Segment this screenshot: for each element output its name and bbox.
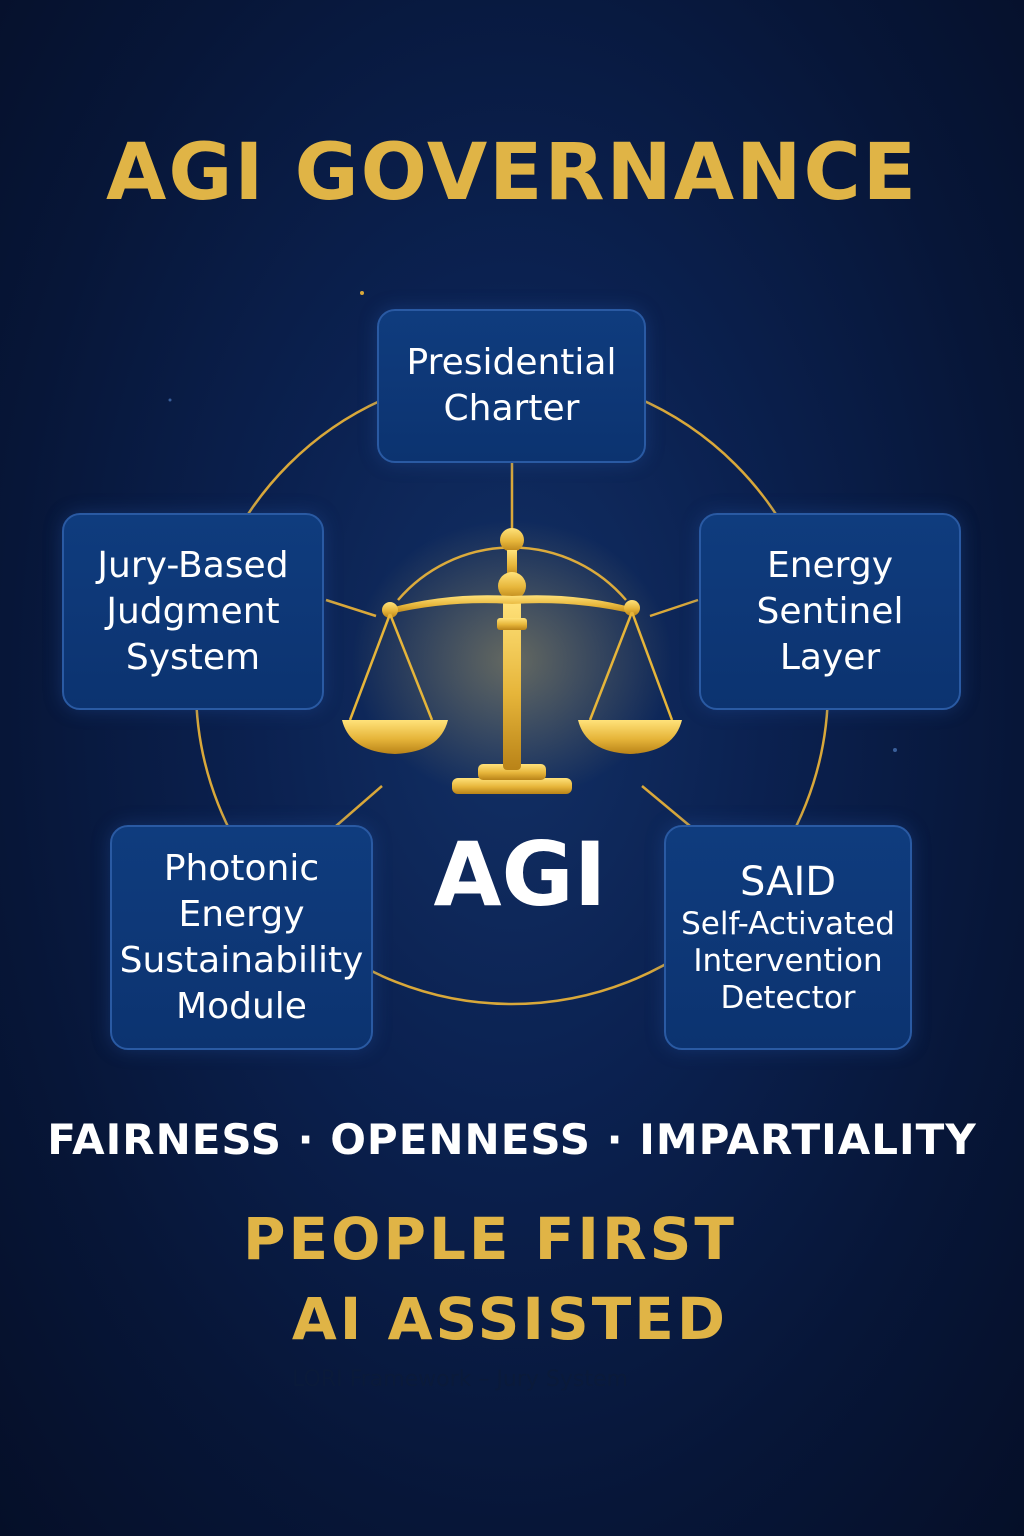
module-energy-sentinel: Energy Sentinel Layer — [699, 513, 961, 710]
motto-line-2: AI ASSISTED — [291, 1285, 729, 1353]
module-presidential-charter: Presidential Charter — [377, 309, 646, 463]
module-label: Energy Sentinel Layer — [756, 544, 904, 678]
module-jury-based-judgment: Jury-Based Judgment System — [62, 513, 324, 710]
module-label: Photonic Energy Sustainability Module — [119, 847, 364, 1027]
scales-of-justice-icon — [342, 520, 682, 800]
module-photonic-energy: Photonic Energy Sustainability Module — [110, 825, 373, 1050]
footer-text: LORI Framework – Jury System — [292, 1367, 628, 1392]
connector-bottom-left — [335, 785, 383, 827]
said-title: SAID — [739, 859, 837, 905]
module-said: SAID Self-Activated Intervention Detecto… — [664, 825, 912, 1050]
motto-line-1: PEOPLE FIRST — [243, 1205, 737, 1273]
connector-bottom-right — [641, 785, 691, 827]
center-label: AGI — [433, 823, 607, 926]
said-subtitle: Self-Activated Intervention Detector — [681, 906, 895, 1016]
page-title: AGI GOVERNANCE — [106, 128, 918, 218]
module-label: Jury-Based Judgment System — [97, 544, 289, 678]
module-label: Presidential Charter — [406, 342, 617, 429]
values-line: FAIRNESS · OPENNESS · IMPARTIALITY — [47, 1115, 977, 1164]
